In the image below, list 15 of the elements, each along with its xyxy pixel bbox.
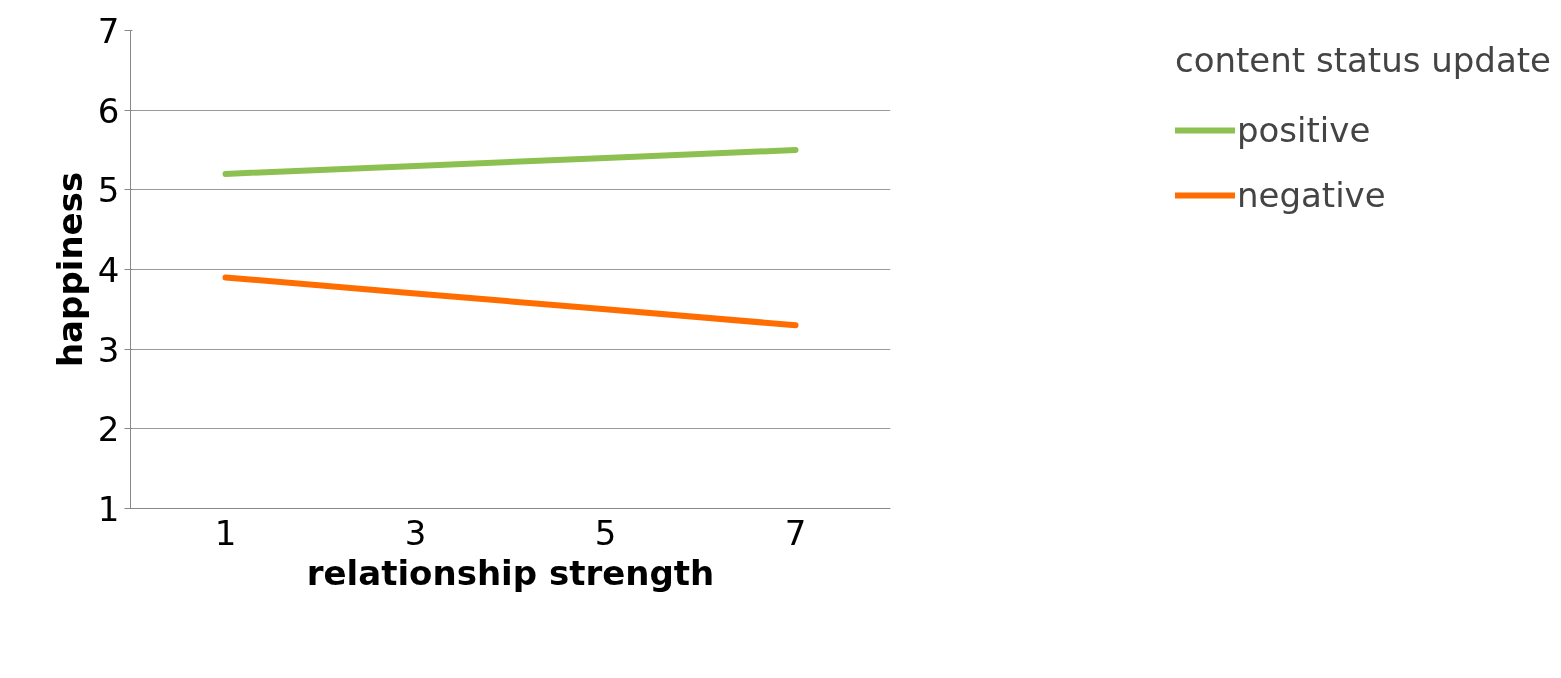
y-tick-label: 6 — [97, 90, 120, 131]
x-axis-title: relationship strength — [306, 552, 715, 593]
y-tick-label: 5 — [97, 170, 120, 211]
x-tick-label: 5 — [594, 512, 617, 553]
x-tick-label: 7 — [784, 512, 807, 553]
y-tick-label: 3 — [97, 329, 120, 370]
x-tick-label: 1 — [214, 512, 237, 553]
legend-label: negative — [1236, 175, 1386, 215]
legend-title: content status update — [1174, 40, 1551, 80]
legend-label: positive — [1236, 110, 1371, 150]
y-axis-title: happiness — [49, 171, 90, 368]
y-tick-label: 2 — [97, 409, 120, 450]
y-tick-label: 7 — [97, 11, 120, 51]
y-tick-label: 4 — [97, 250, 120, 290]
x-tick-label: 3 — [404, 512, 427, 553]
